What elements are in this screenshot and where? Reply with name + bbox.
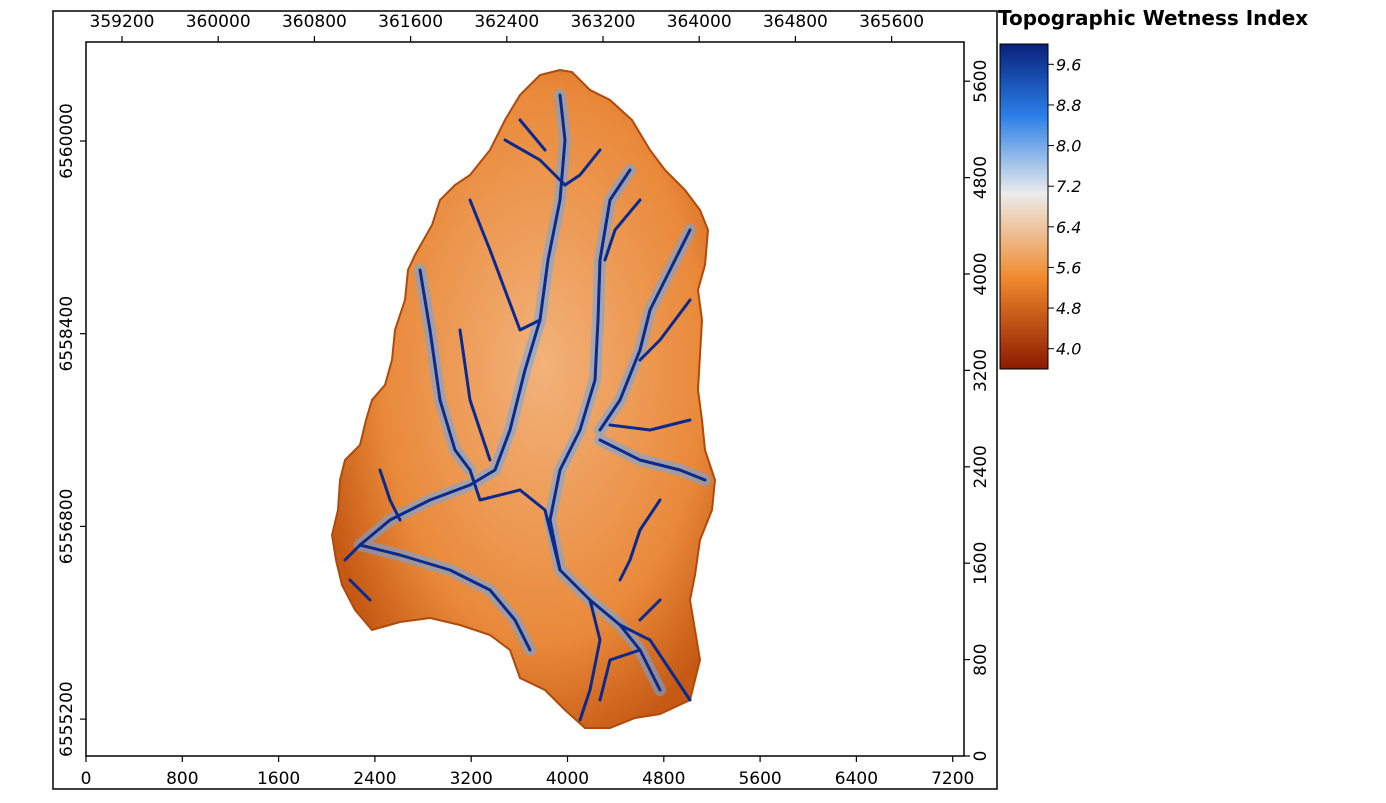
left-tick-label: 6555200 (57, 681, 77, 757)
right-tick-label: 3200 (971, 349, 991, 392)
right-tick-label: 4800 (971, 156, 991, 199)
right-tick-label: 800 (971, 643, 991, 675)
bottom-tick-label: 0 (81, 769, 92, 789)
legend-tick-label: 7.2 (1056, 177, 1081, 196)
top-tick-label: 360000 (186, 12, 251, 32)
top-tick-label: 361600 (378, 12, 443, 32)
legend-tick-label: 8.8 (1056, 96, 1081, 115)
legend-tick-label: 6.4 (1056, 218, 1081, 237)
bottom-tick-label: 1600 (257, 769, 300, 789)
legend-tick-label: 4.8 (1056, 299, 1081, 318)
bottom-axis: 0 800 1600 2400 3200 4000 4800 5600 6400 7200 (81, 756, 974, 789)
bottom-tick-label: 5600 (738, 769, 781, 789)
bottom-tick-label: 4800 (642, 769, 685, 789)
right-tick-label: 2400 (971, 445, 991, 488)
top-tick-label: 363200 (571, 12, 636, 32)
bottom-tick-label: 2400 (353, 769, 396, 789)
top-tick-label: 359200 (90, 12, 155, 32)
left-tick-label: 6556800 (57, 489, 77, 565)
right-tick-label: 4000 (971, 252, 991, 295)
legend-tick-label: 8.0 (1056, 137, 1081, 156)
right-axis: 0 800 1600 2400 3200 4000 4800 5600 (964, 60, 991, 762)
top-tick-label: 360800 (282, 12, 347, 32)
legend-tick-label: 4.0 (1056, 340, 1081, 359)
outer-frame (52, 10, 998, 790)
legend-title: Topographic Wetness Index (998, 6, 1309, 30)
bottom-tick-label: 4000 (546, 769, 589, 789)
top-axis: 359200 360000 360800 361600 362400 363200 3640… (90, 12, 924, 42)
top-tick-label: 362400 (474, 12, 539, 32)
left-axis: 6560000 6558400 6556800 6555200 (57, 103, 86, 757)
top-tick-label: 364000 (667, 12, 732, 32)
top-tick-label: 365600 (859, 12, 924, 32)
bottom-tick-label: 800 (166, 769, 198, 789)
legend-tick-label: 9.6 (1056, 55, 1081, 74)
left-tick-label: 6560000 (57, 103, 77, 179)
left-tick-label: 6558400 (57, 296, 77, 372)
stream-network (343, 93, 707, 722)
right-tick-label: 0 (971, 751, 991, 762)
bottom-tick-label: 3200 (450, 769, 493, 789)
bottom-tick-label: 7200 (931, 769, 974, 789)
right-tick-label: 1600 (971, 542, 991, 585)
watershed-raster (330, 68, 717, 729)
top-tick-label: 364800 (763, 12, 828, 32)
legend-tick-label: 5.6 (1056, 258, 1081, 277)
bottom-tick-label: 6400 (835, 769, 878, 789)
legend-colorbar: 9.6 8.8 8.0 7.2 6.4 5.6 4.8 4.0 (999, 43, 1081, 370)
right-tick-label: 5600 (971, 60, 991, 103)
